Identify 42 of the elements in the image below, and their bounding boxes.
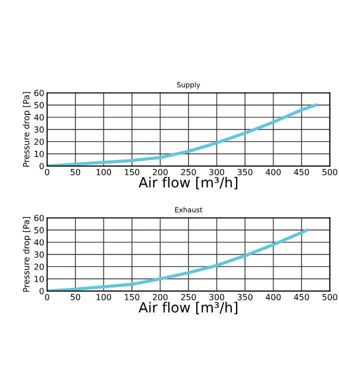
y-tick-label: 30 (34, 251, 44, 258)
x-tick-label: 300 (209, 168, 224, 176)
y-tick-label: 0 (40, 163, 44, 170)
y-tick-label: 20 (34, 138, 44, 145)
y-tick-label: 40 (34, 239, 44, 246)
y-tick-label: 30 (34, 126, 44, 133)
x-tick-label: 350 (238, 294, 252, 300)
x-tick-label: 500 (322, 168, 338, 176)
x-tick-label: 150 (124, 294, 140, 300)
x-tick-label: 200 (152, 294, 168, 300)
x-tick-label: 350 (238, 168, 252, 176)
x-tick-label: 400 (266, 294, 281, 300)
y-tick-label: 50 (34, 227, 44, 234)
x-axis-title: Air flow [m³/h] (138, 176, 238, 190)
x-tick-label: 50 (70, 294, 80, 300)
x-tick-label: 50 (70, 168, 80, 176)
y-tick-label: 50 (34, 102, 44, 108)
y-tick-label: 40 (34, 114, 44, 121)
x-tick-label: 400 (266, 168, 281, 176)
x-tick-label: 200 (152, 168, 168, 176)
x-axis-title: Air flow [m³/h] (138, 302, 238, 314)
line-series (47, 228, 309, 292)
x-tick-label: 0 (45, 168, 50, 176)
y-axis-title: Pressure drop [Pa] (22, 217, 31, 292)
x-tick-label: 450 (294, 294, 309, 300)
y-tick-label: 20 (34, 264, 44, 270)
x-tick-label: 300 (209, 294, 224, 300)
x-tick-label: 500 (322, 294, 338, 300)
x-tick-label: 100 (96, 294, 112, 300)
line-series (47, 104, 318, 166)
x-tick-label: 150 (124, 168, 140, 176)
x-tick-label: 0 (45, 294, 50, 300)
x-tick-label: 250 (181, 294, 196, 300)
y-tick-label: 10 (34, 276, 44, 282)
x-tick-label: 450 (294, 168, 309, 176)
y-tick-label: 60 (34, 90, 44, 96)
x-tick-label: 250 (181, 168, 196, 176)
y-axis-title: Pressure drop [Pa] (22, 92, 31, 167)
y-tick-label: 60 (34, 214, 44, 222)
x-tick-label: 100 (96, 168, 112, 176)
y-tick-label: 0 (40, 288, 44, 294)
y-tick-label: 10 (34, 150, 44, 158)
